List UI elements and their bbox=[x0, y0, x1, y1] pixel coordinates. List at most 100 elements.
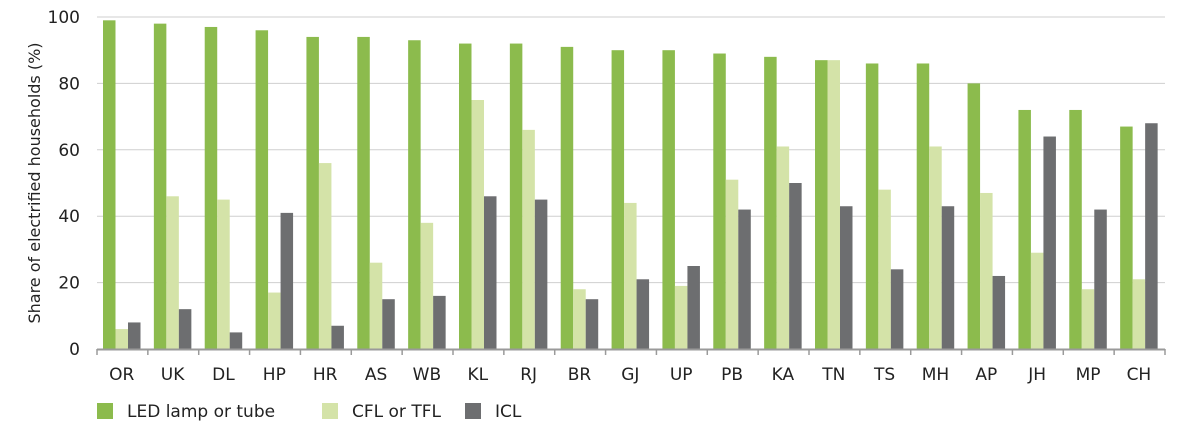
bar-pb-2 bbox=[738, 209, 751, 349]
y-axis-label: Share of electrified households (%) bbox=[25, 42, 44, 323]
bar-ka-0 bbox=[764, 56, 777, 350]
bar-wb-0 bbox=[408, 40, 421, 350]
bar-up-2 bbox=[687, 266, 700, 349]
x-tick-label: GJ bbox=[621, 365, 639, 385]
x-tick-label: RJ bbox=[520, 365, 537, 385]
bar-as-0 bbox=[357, 36, 370, 350]
y-tick-label: 40 bbox=[58, 207, 80, 227]
bar-tn-1 bbox=[827, 60, 840, 349]
y-axis-ticks: 0 20 40 60 80 100 bbox=[48, 8, 80, 360]
bar-gj-0 bbox=[611, 50, 625, 349]
bar-hp-2 bbox=[280, 212, 294, 349]
legend-label-0: LED lamp or tube bbox=[127, 402, 275, 422]
bar-rj-1 bbox=[522, 129, 535, 349]
x-tick-label: KL bbox=[467, 365, 488, 385]
bar-hr-2 bbox=[331, 325, 344, 349]
bar-hr-1 bbox=[318, 163, 332, 349]
x-tick-label: HP bbox=[263, 365, 286, 385]
bar-ch-1 bbox=[1132, 279, 1146, 349]
x-tick-label: TN bbox=[821, 365, 845, 385]
x-tick-label: TS bbox=[873, 365, 895, 385]
bar-ap-2 bbox=[992, 275, 1006, 349]
bar-mp-0 bbox=[1069, 109, 1082, 350]
bar-uk-1 bbox=[166, 196, 179, 349]
bar-mh-0 bbox=[916, 63, 930, 349]
bar-or-2 bbox=[128, 322, 141, 349]
bar-mh-1 bbox=[929, 146, 942, 349]
bar-tn-2 bbox=[840, 206, 853, 349]
bar-mh-2 bbox=[941, 206, 955, 349]
bar-uk-2 bbox=[178, 309, 192, 349]
bar-as-2 bbox=[382, 299, 395, 349]
legend: LED lamp or tube CFL or TFL ICL bbox=[97, 402, 522, 422]
x-tick-label: WB bbox=[413, 365, 441, 385]
bar-br-0 bbox=[560, 46, 574, 349]
bar-ch-2 bbox=[1145, 123, 1158, 350]
x-tick-label: OR bbox=[109, 365, 134, 385]
bar-ts-2 bbox=[890, 269, 904, 349]
bar-wb-1 bbox=[420, 222, 434, 349]
bar-pb-0 bbox=[713, 53, 726, 350]
bar-br-2 bbox=[585, 299, 599, 349]
x-tick-label: UK bbox=[161, 365, 185, 385]
x-tick-label: MH bbox=[922, 365, 949, 385]
bar-gj-2 bbox=[636, 279, 650, 349]
bar-ts-0 bbox=[865, 63, 879, 349]
bar-dl-0 bbox=[204, 26, 218, 350]
bar-ts-1 bbox=[878, 189, 891, 349]
legend-swatch-2 bbox=[465, 403, 481, 419]
bar-kl-1 bbox=[471, 100, 484, 349]
bar-rj-2 bbox=[534, 199, 548, 349]
bar-dl-2 bbox=[229, 332, 243, 349]
bar-ap-1 bbox=[980, 192, 993, 349]
bar-jh-1 bbox=[1030, 252, 1044, 349]
bar-uk-0 bbox=[153, 23, 167, 349]
legend-swatch-1 bbox=[322, 403, 338, 419]
bar-rj-0 bbox=[509, 43, 523, 350]
bar-hp-1 bbox=[268, 292, 281, 349]
bar-kl-2 bbox=[484, 196, 497, 349]
bar-hr-0 bbox=[306, 36, 319, 350]
bar-kl-0 bbox=[459, 43, 472, 350]
bar-br-1 bbox=[573, 289, 586, 349]
x-tick-label: KA bbox=[772, 365, 795, 385]
bar-gj-1 bbox=[624, 202, 637, 349]
bar-or-1 bbox=[115, 329, 128, 349]
x-tick-label: AP bbox=[975, 365, 997, 385]
legend-label-1: CFL or TFL bbox=[352, 402, 441, 422]
bar-jh-2 bbox=[1043, 136, 1056, 349]
bar-up-0 bbox=[662, 50, 675, 349]
bar-or-0 bbox=[103, 20, 116, 349]
x-tick-label: UP bbox=[670, 365, 693, 385]
bar-mp-2 bbox=[1094, 209, 1107, 349]
bar-ap-0 bbox=[967, 83, 981, 350]
bar-tn-0 bbox=[815, 60, 828, 349]
legend-label-2: ICL bbox=[495, 402, 522, 422]
bar-jh-0 bbox=[1018, 109, 1031, 350]
bar-mp-1 bbox=[1081, 289, 1095, 349]
bar-dl-1 bbox=[217, 199, 230, 349]
y-tick-label: 60 bbox=[58, 141, 80, 161]
bar-ka-1 bbox=[776, 146, 790, 349]
x-tick-label: CH bbox=[1127, 365, 1152, 385]
legend-swatch-0 bbox=[97, 403, 113, 419]
bar-pb-1 bbox=[725, 179, 739, 349]
bar-ka-2 bbox=[789, 183, 802, 349]
x-axis-ticks: OR UK DL HP HR AS WB KL RJ BR GJ UP PB KA TN TS MH AP JH MP… bbox=[96, 349, 1166, 385]
x-tick-label: PB bbox=[721, 365, 743, 385]
x-tick-label: BR bbox=[568, 365, 592, 385]
x-tick-label: JH bbox=[1027, 365, 1046, 385]
bar-ch-0 bbox=[1120, 126, 1133, 349]
y-tick-label: 20 bbox=[58, 274, 80, 294]
y-tick-label: 0 bbox=[69, 340, 80, 360]
bar-as-1 bbox=[369, 262, 383, 349]
bar-up-1 bbox=[674, 285, 688, 349]
x-tick-label: DL bbox=[212, 365, 235, 385]
x-tick-label: MP bbox=[1076, 365, 1101, 385]
x-tick-label: HR bbox=[313, 365, 338, 385]
bar-hp-0 bbox=[255, 30, 269, 350]
y-tick-label: 100 bbox=[48, 8, 80, 28]
bars bbox=[103, 20, 1158, 350]
bar-wb-2 bbox=[433, 295, 446, 349]
